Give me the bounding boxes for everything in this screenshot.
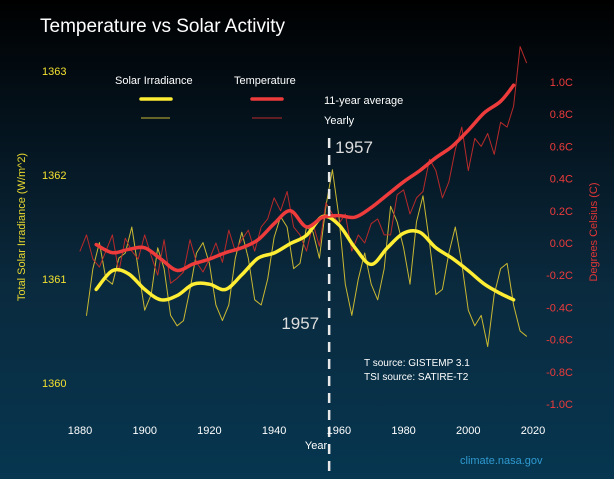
marker-label-left: 1957 [281,314,319,333]
y-right-tick-label: 0.8C [550,109,573,121]
x-axis-label: Year [305,440,328,452]
legend-header-temperature: Temperature [234,75,296,87]
y-right-tick-label: -0.6C [546,335,573,347]
y-right-tick-label: -1.0C [546,399,573,411]
temperature-yearly-line [79,46,527,284]
temperature-11-year-average-line [94,83,516,273]
y-right-tick-label: 0.0C [550,238,573,250]
x-tick-label: 1880 [68,425,92,437]
y-left-tick-label: 1361 [42,274,66,286]
y-right-tick-label: -0.4C [546,302,573,314]
x-tick-label: 1980 [391,425,415,437]
legend-row-yearly: Yearly [324,115,355,127]
legend-row-average: 11-year average [324,95,403,107]
chart-title: Temperature vs Solar Activity [40,16,285,37]
y-right-tick-label: -0.2C [546,270,573,282]
x-tick-label: 1900 [132,425,156,437]
y-left-tick-label: 1360 [42,378,66,390]
x-tick-label: 2000 [456,425,480,437]
x-tick-label: 1920 [197,425,221,437]
x-tick-label: 1960 [327,425,351,437]
x-tick-label: 1940 [262,425,286,437]
y-right-axis-label: Degrees Celsius (C) [588,182,600,281]
y-right-tick-label: 0.2C [550,206,573,218]
y-right-tick-label: 1.0C [550,77,573,89]
y-left-tick-label: 1362 [42,170,66,182]
y-right-tick-label: -0.8C [546,367,573,379]
marker-label-top: 1957 [335,138,373,157]
y-right-tick-label: 0.6C [550,141,573,153]
source-tsi: TSI source: SATIRE-T2 [364,372,469,383]
x-tick-label: 2020 [521,425,545,437]
y-right-tick-label: 0.4C [550,174,573,186]
credit-text: climate.nasa.gov [460,455,543,467]
y-left-tick-label: 1363 [42,66,66,78]
solar-irradiance-11-year-average-line [94,214,516,302]
source-temperature: T source: GISTEMP 3.1 [364,358,470,369]
y-left-axis-label: Total Solar Irradiance (W/m^2) [16,153,28,301]
legend-header-solar: Solar Irradiance [115,75,193,87]
